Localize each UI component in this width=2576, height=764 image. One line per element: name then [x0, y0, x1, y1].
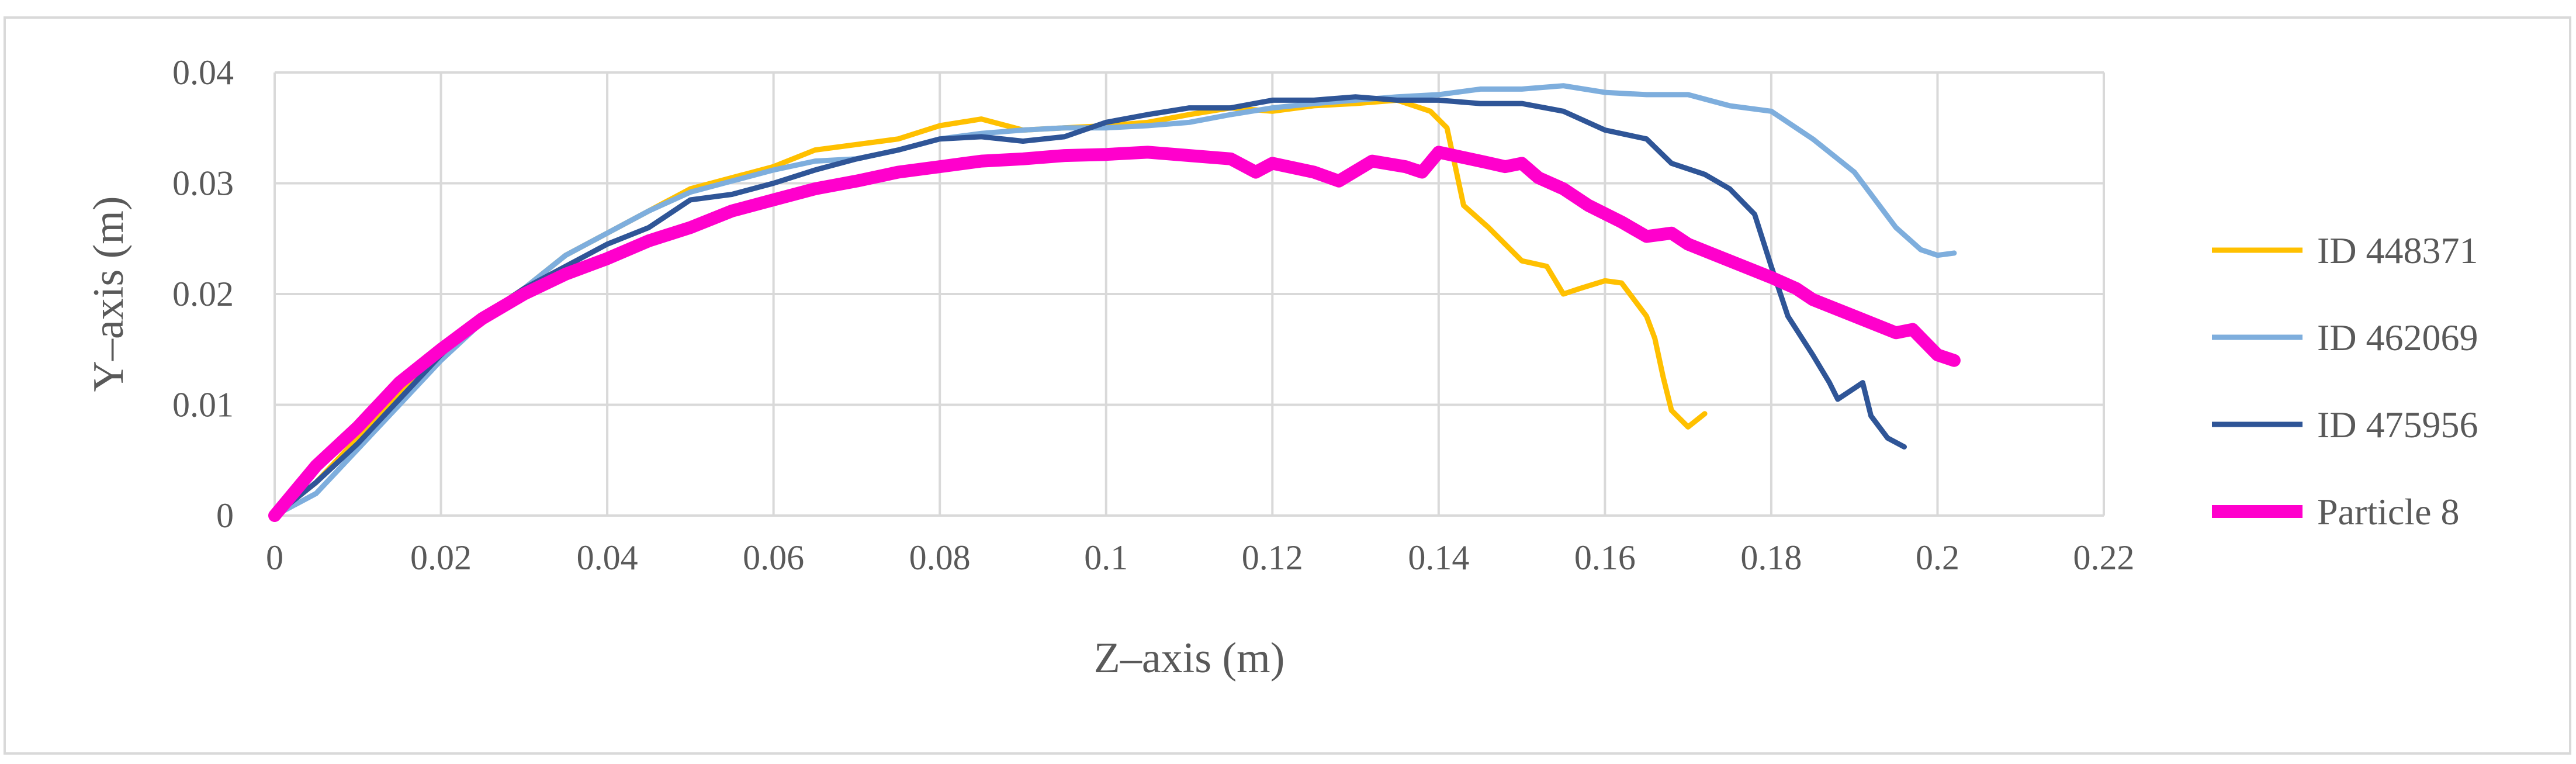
x-tick-label: 0.06 [743, 538, 804, 577]
x-tick-label: 0.12 [1242, 538, 1303, 577]
y-tick-labels: 0 0.01 0.02 0.03 0.04 [172, 53, 234, 535]
x-axis-title: Z–axis (m) [1094, 634, 1285, 682]
y-tick-label: 0.04 [172, 53, 234, 92]
grid [273, 71, 2105, 517]
x-tick-label: 0.2 [1916, 538, 1959, 577]
legend-label: ID 448371 [2317, 230, 2478, 271]
x-tick-label: 0.02 [410, 538, 472, 577]
legend-label: Particle 8 [2317, 491, 2459, 533]
x-tick-label: 0.1 [1084, 538, 1128, 577]
legend-label: ID 475956 [2317, 404, 2478, 445]
y-tick-label: 0.02 [172, 275, 234, 313]
y-axis-title: Y–axis (m) [85, 196, 133, 392]
legend-label: ID 462069 [2317, 317, 2478, 358]
series-line-3 [272, 94, 1907, 518]
x-tick-label: 0.18 [1740, 538, 1802, 577]
x-tick-label: 0 [266, 538, 283, 577]
series-line-4 [268, 146, 1961, 522]
x-tick-label: 0.14 [1408, 538, 1469, 577]
series-lines [268, 83, 1961, 522]
x-tick-label: 0.22 [2073, 538, 2135, 577]
x-tick-label: 0.16 [1574, 538, 1636, 577]
y-tick-label: 0.01 [172, 386, 234, 424]
legend: ID 448371 ID 462069 ID 475956 Particle 8 [2212, 230, 2478, 533]
chart-frame [4, 16, 2571, 755]
x-tick-label: 0.08 [909, 538, 971, 577]
x-tick-labels: 0 0.02 0.04 0.06 0.08 0.1 0.12 0.14 0.16 0.18 0.2 0… [266, 538, 2135, 577]
x-tick-label: 0.04 [577, 538, 638, 577]
y-tick-label: 0.03 [172, 164, 234, 203]
y-tick-label: 0 [216, 496, 234, 535]
series-line-2 [272, 83, 1957, 518]
